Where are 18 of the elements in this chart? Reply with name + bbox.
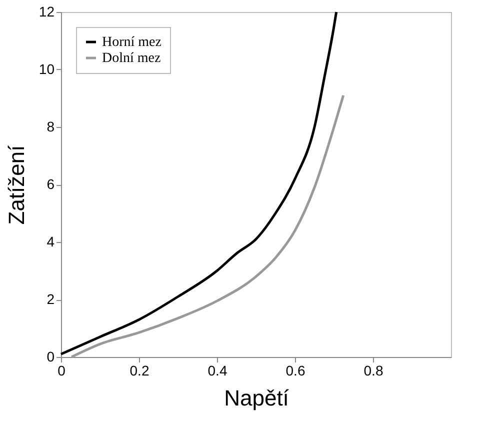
x-tick-label: 0.8 bbox=[364, 362, 384, 378]
x-tick-label: 0.4 bbox=[208, 362, 228, 378]
x-axis-title: Napětí bbox=[224, 386, 289, 410]
legend-label: Horní mez bbox=[102, 35, 162, 50]
line-series bbox=[70, 94, 345, 358]
legend-label: Dolní mez bbox=[102, 51, 161, 66]
y-tick-label: 12 bbox=[38, 4, 55, 20]
y-tick-label: 4 bbox=[46, 234, 55, 250]
line-series bbox=[60, 10, 338, 356]
y-tick-label: 8 bbox=[46, 118, 55, 134]
y-tick-label: 10 bbox=[38, 61, 55, 77]
y-tick-label: 2 bbox=[46, 291, 55, 307]
y-tick-label: 0 bbox=[46, 348, 55, 364]
x-tick-label: 0.6 bbox=[286, 362, 306, 378]
x-tick-label: 0 bbox=[58, 362, 66, 378]
x-tick-label: 0.2 bbox=[130, 362, 150, 378]
y-axis-title: Zatížení bbox=[4, 145, 29, 225]
y-tick-label: 6 bbox=[46, 176, 55, 192]
